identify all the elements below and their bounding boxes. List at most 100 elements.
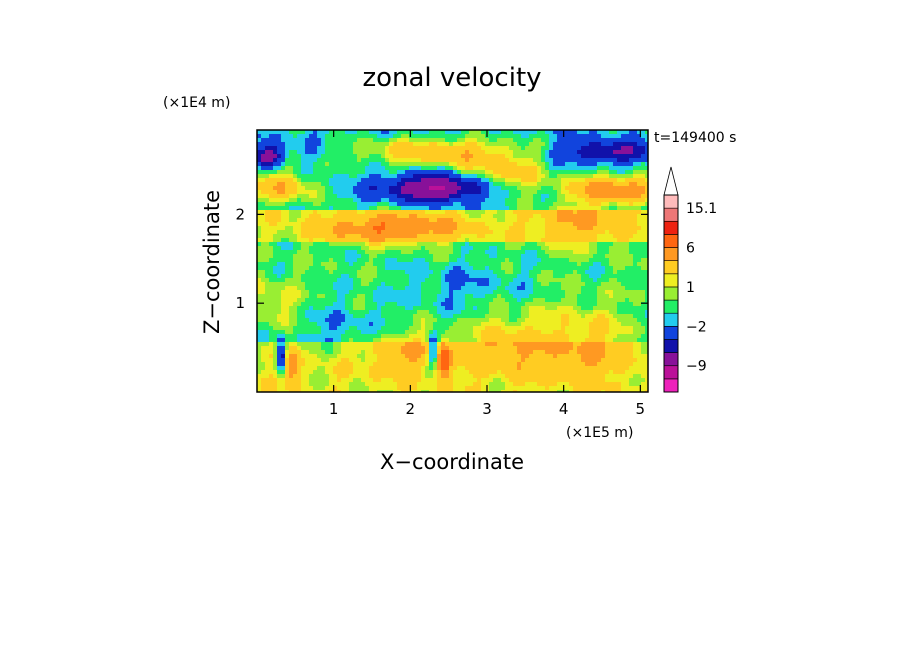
field-cell xyxy=(569,182,574,187)
field-cell xyxy=(637,250,642,255)
field-cell xyxy=(625,174,630,179)
field-cell xyxy=(281,302,286,307)
field-cell xyxy=(585,162,590,167)
field-cell xyxy=(469,306,474,311)
field-cell xyxy=(605,210,610,215)
field-cell xyxy=(417,222,422,227)
field-cell xyxy=(521,186,526,191)
field-cell xyxy=(493,238,498,243)
field-cell xyxy=(457,278,462,283)
field-cell xyxy=(569,154,574,159)
field-cell xyxy=(441,146,446,151)
field-cell xyxy=(461,166,466,171)
field-cell xyxy=(313,170,318,175)
field-cell xyxy=(621,306,626,311)
field-cell xyxy=(537,226,542,231)
field-cell xyxy=(477,178,482,183)
field-cell xyxy=(581,246,586,251)
field-cell xyxy=(425,302,430,307)
field-cell xyxy=(433,254,438,259)
field-cell xyxy=(481,170,486,175)
field-cell xyxy=(437,166,442,171)
field-cell xyxy=(345,234,350,239)
field-cell xyxy=(337,302,342,307)
field-cell xyxy=(389,242,394,247)
field-cell xyxy=(549,138,554,143)
field-cell xyxy=(357,274,362,279)
field-cell xyxy=(481,302,486,307)
field-cell xyxy=(289,242,294,247)
field-cell xyxy=(461,234,466,239)
field-cell xyxy=(481,186,486,191)
field-cell xyxy=(613,278,618,283)
field-cell xyxy=(457,178,462,183)
field-cell xyxy=(529,250,534,255)
field-cell xyxy=(593,234,598,239)
field-cell xyxy=(505,266,510,271)
field-cell xyxy=(417,270,422,275)
field-cell xyxy=(625,294,630,299)
field-cell xyxy=(597,286,602,291)
field-cell xyxy=(553,166,558,171)
field-cell xyxy=(437,138,442,143)
field-cell xyxy=(565,234,570,239)
field-cell xyxy=(477,274,482,279)
field-cell xyxy=(585,182,590,187)
field-cell xyxy=(541,314,546,319)
field-cell xyxy=(305,254,310,259)
field-cell xyxy=(373,214,378,219)
field-cell xyxy=(625,234,630,239)
field-cell xyxy=(593,270,598,275)
field-cell xyxy=(405,298,410,303)
field-cell xyxy=(373,294,378,299)
field-cell xyxy=(325,322,330,327)
field-cell xyxy=(317,234,322,239)
field-cell xyxy=(581,154,586,159)
field-cell xyxy=(517,130,522,135)
field-cell xyxy=(505,186,510,191)
field-cell xyxy=(373,246,378,251)
field-cell xyxy=(269,202,274,207)
field-cell xyxy=(541,250,546,255)
field-cell xyxy=(601,222,606,227)
field-cell xyxy=(509,262,514,267)
field-cell xyxy=(501,266,506,271)
field-cell xyxy=(305,310,310,315)
field-cell xyxy=(473,270,478,275)
field-cell xyxy=(385,242,390,247)
field-cell xyxy=(509,186,514,191)
field-cell xyxy=(641,306,646,311)
field-cell xyxy=(293,286,298,291)
field-cell xyxy=(385,214,390,219)
field-cell xyxy=(521,134,526,139)
field-cell xyxy=(373,278,378,283)
field-cell xyxy=(373,210,378,215)
field-cell xyxy=(569,146,574,151)
field-cell xyxy=(581,218,586,223)
field-cell xyxy=(265,242,270,247)
field-cell xyxy=(509,278,514,283)
field-cell xyxy=(373,234,378,239)
field-cell xyxy=(609,146,614,151)
field-cell xyxy=(521,170,526,175)
field-cell xyxy=(641,266,646,271)
field-cell xyxy=(477,214,482,219)
field-cell xyxy=(641,198,646,203)
field-cell xyxy=(381,250,386,255)
field-cell xyxy=(505,310,510,315)
field-cell xyxy=(581,242,586,247)
field-cell xyxy=(533,226,538,231)
field-cell xyxy=(437,134,442,139)
field-cell xyxy=(629,250,634,255)
field-cell xyxy=(641,218,646,223)
field-cell xyxy=(385,138,390,143)
field-cell xyxy=(509,250,514,255)
field-cell xyxy=(581,166,586,171)
field-cell xyxy=(269,166,274,171)
field-cell xyxy=(357,202,362,207)
field-cell xyxy=(493,302,498,307)
field-cell xyxy=(557,218,562,223)
field-cell xyxy=(261,194,266,199)
field-cell xyxy=(325,146,330,151)
